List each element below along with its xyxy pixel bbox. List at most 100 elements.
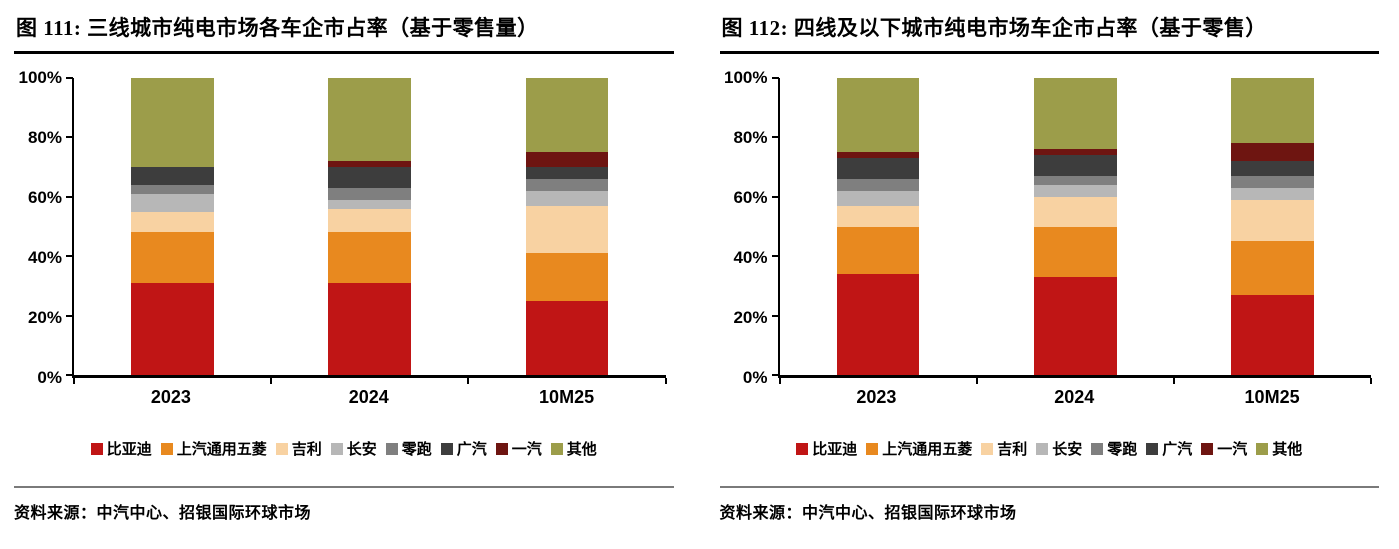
legend-label: 广汽 — [1162, 442, 1193, 458]
y-axis-label: 40% — [27, 248, 62, 267]
bar-segment-比亚迪 — [525, 300, 609, 375]
legend: 比亚迪 上汽通用五菱 吉利 长安 零跑 广汽 一汽 其他 — [14, 438, 674, 459]
stacked-bar-10M25 — [1231, 78, 1314, 375]
legend-label: 其他 — [1272, 442, 1303, 458]
bar-segment-长安 — [1033, 184, 1117, 197]
y-axis-label: 20% — [733, 308, 768, 327]
bar-segment-上汽通用五菱 — [131, 232, 214, 283]
stacked-bar-chart-tier4: 0% 20% 40% 60% 80% 100% 2023 2024 10M25 比亚迪 上汽通用… — [720, 68, 1380, 459]
bar-segment-广汽 — [1231, 161, 1314, 177]
y-axis-tick — [66, 255, 73, 258]
legend-item-一汽: 一汽 — [495, 438, 542, 459]
source-label: 资料来源： — [14, 505, 97, 522]
legend-label: 一汽 — [511, 442, 542, 458]
source-note: 资料来源：中汽中心、招银国际环球市场 — [719, 486, 1379, 523]
legend-item-比亚迪: 比亚迪 — [796, 438, 857, 459]
legend-swatch — [981, 442, 994, 455]
chart-title: 图 112: 四线及以下城市纯电市场车企市占率（基于零售） — [719, 8, 1379, 54]
legend-label: 一汽 — [1217, 442, 1248, 458]
bar-segment-零跑 — [1231, 176, 1314, 188]
bar-segment-比亚迪 — [1231, 294, 1314, 375]
x-axis-label: 10M25 — [1244, 387, 1300, 407]
y-axis-label: 80% — [733, 128, 768, 147]
bar-segment-广汽 — [328, 167, 412, 188]
bar-slot-2023 — [780, 78, 977, 375]
bar-segment-其他 — [1033, 78, 1117, 150]
legend-item-零跑: 零跑 — [385, 438, 432, 459]
bar-segment-其他 — [131, 78, 214, 168]
bar-segment-吉利 — [1033, 196, 1117, 227]
legend-item-零跑: 零跑 — [1091, 438, 1137, 459]
legend-label: 长安 — [1052, 442, 1083, 458]
bar-segment-长安 — [1231, 187, 1314, 200]
bar-slot-2023 — [74, 78, 271, 375]
bar-segment-吉利 — [1231, 199, 1314, 242]
y-axis-tick — [771, 136, 779, 139]
bar-segment-吉利 — [836, 205, 920, 227]
y-axis: 0% 20% 40% 60% 80% 100% — [14, 68, 72, 387]
legend-item-广汽: 广汽 — [440, 438, 487, 459]
bar-segment-上汽通用五菱 — [525, 253, 609, 301]
legend-label: 广汽 — [456, 442, 487, 458]
bar-segment-吉利 — [131, 211, 214, 233]
legend-swatch — [90, 442, 103, 455]
x-axis-tick — [73, 378, 75, 384]
y-axis-tick — [771, 314, 779, 317]
x-axis-label: 2023 — [856, 387, 897, 407]
legend-label: 长安 — [346, 442, 377, 458]
x-axis-labels: 2023 2024 10M25 — [778, 387, 1380, 408]
chart-panel-tier4: 图 112: 四线及以下城市纯电市场车企市占率（基于零售） 0% 20% 40% 60… — [719, 8, 1380, 523]
legend-item-一汽: 一汽 — [1201, 438, 1247, 459]
legend-item-广汽: 广汽 — [1146, 438, 1192, 459]
bar-segment-零跑 — [328, 187, 412, 200]
legend-swatch — [275, 442, 288, 455]
stacked-bar-2023 — [836, 78, 920, 375]
bar-segment-长安 — [525, 190, 609, 206]
legend-item-长安: 长安 — [330, 438, 377, 459]
y-axis: 0% 20% 40% 60% 80% 100% — [720, 68, 778, 387]
bar-segment-一汽 — [525, 152, 609, 168]
chart-title: 图 111: 三线城市纯电市场各车企市占率（基于零售量） — [14, 8, 674, 54]
legend-swatch — [440, 442, 453, 455]
x-axis-labels: 2023 2024 10M25 — [72, 387, 674, 408]
legend-label: 上汽通用五菱 — [176, 442, 267, 458]
legend-swatch — [330, 442, 343, 455]
bar-segment-吉利 — [328, 208, 412, 233]
bar-segment-其他 — [525, 78, 609, 153]
chart-panel-tier3: 图 111: 三线城市纯电市场各车企市占率（基于零售量） 0% 20% 40% 60%… — [14, 8, 674, 523]
y-axis-label: 0% — [37, 368, 62, 387]
y-axis-tick — [771, 195, 779, 198]
stacked-bar-2024 — [1033, 78, 1117, 375]
y-axis-label: 40% — [733, 248, 768, 267]
y-axis-label: 60% — [733, 188, 768, 207]
bar-segment-一汽 — [1231, 143, 1314, 162]
y-axis-tick — [66, 314, 73, 317]
legend-label: 吉利 — [291, 442, 322, 458]
bar-slot-10M25 — [468, 78, 665, 375]
bar-segment-其他 — [836, 78, 920, 153]
bar-slot-10M25 — [1174, 78, 1371, 375]
y-axis-label: 0% — [742, 368, 768, 387]
bar-segment-其他 — [328, 78, 412, 162]
legend-item-比亚迪: 比亚迪 — [90, 438, 152, 459]
bar-segment-上汽通用五菱 — [1033, 226, 1117, 277]
plot-area — [771, 77, 1372, 384]
legend-swatch — [495, 442, 508, 455]
y-axis-tick — [66, 195, 73, 198]
bar-segment-零跑 — [131, 184, 214, 194]
legend-swatch — [1256, 442, 1269, 455]
legend-item-吉利: 吉利 — [275, 438, 322, 459]
legend-label: 吉利 — [997, 442, 1028, 458]
legend-swatch — [160, 442, 173, 455]
legend-label: 上汽通用五菱 — [882, 442, 973, 458]
bar-segment-比亚迪 — [328, 282, 412, 375]
y-axis-tick — [66, 77, 73, 79]
y-axis-label: 80% — [27, 128, 62, 147]
source-text: 中汽中心、招银国际环球市场 — [802, 505, 1017, 522]
bar-segment-一汽 — [836, 152, 920, 159]
y-axis-tick — [771, 374, 779, 376]
x-axis-label: 10M25 — [539, 387, 595, 407]
x-axis-label: 2023 — [150, 387, 191, 407]
bar-segment-广汽 — [836, 158, 920, 180]
bar-slot-2024 — [271, 78, 468, 375]
